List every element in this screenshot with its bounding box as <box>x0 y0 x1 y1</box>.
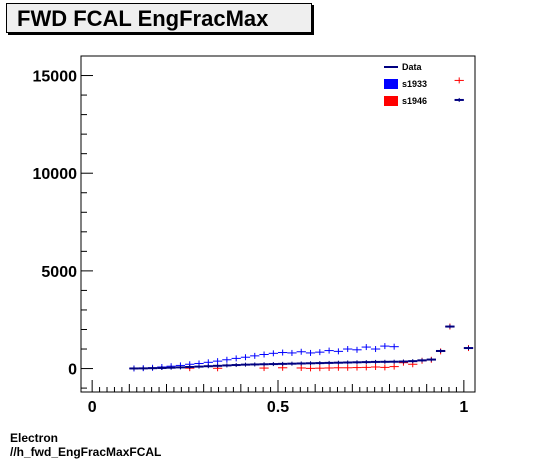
x-axis: 0 0.5 1 <box>88 380 468 416</box>
legend-label: s1933 <box>402 79 427 89</box>
legend-swatch-box <box>384 79 398 89</box>
footer-histogram-path: //h_fwd_EngFracMaxFCAL <box>10 445 162 459</box>
title-box: FWD FCAL EngFracMax <box>6 3 312 33</box>
x-tick-label: 0 <box>88 399 97 416</box>
series-data <box>129 97 474 371</box>
series-layer <box>129 77 474 372</box>
legend: Data s1933 s1946 <box>384 62 427 106</box>
series-s1946 <box>185 77 474 372</box>
y-axis: 0 5000 10000 15000 <box>33 55 93 389</box>
y-tick-label: 5000 <box>41 264 77 281</box>
y-tick-label: 15000 <box>33 69 78 86</box>
x-tick-label: 1 <box>459 399 468 416</box>
y-tick-label: 0 <box>68 362 77 379</box>
plot-area-border <box>80 55 476 393</box>
legend-label: Data <box>402 62 423 72</box>
y-tick-label: 10000 <box>33 166 78 183</box>
legend-swatch-box <box>384 96 398 106</box>
x-tick-label: 0.5 <box>267 399 289 416</box>
chart-title: FWD FCAL EngFracMax <box>17 6 269 31</box>
footer-particle-label: Electron <box>10 431 59 445</box>
plot-frame <box>80 55 476 393</box>
legend-label: s1946 <box>402 96 427 106</box>
